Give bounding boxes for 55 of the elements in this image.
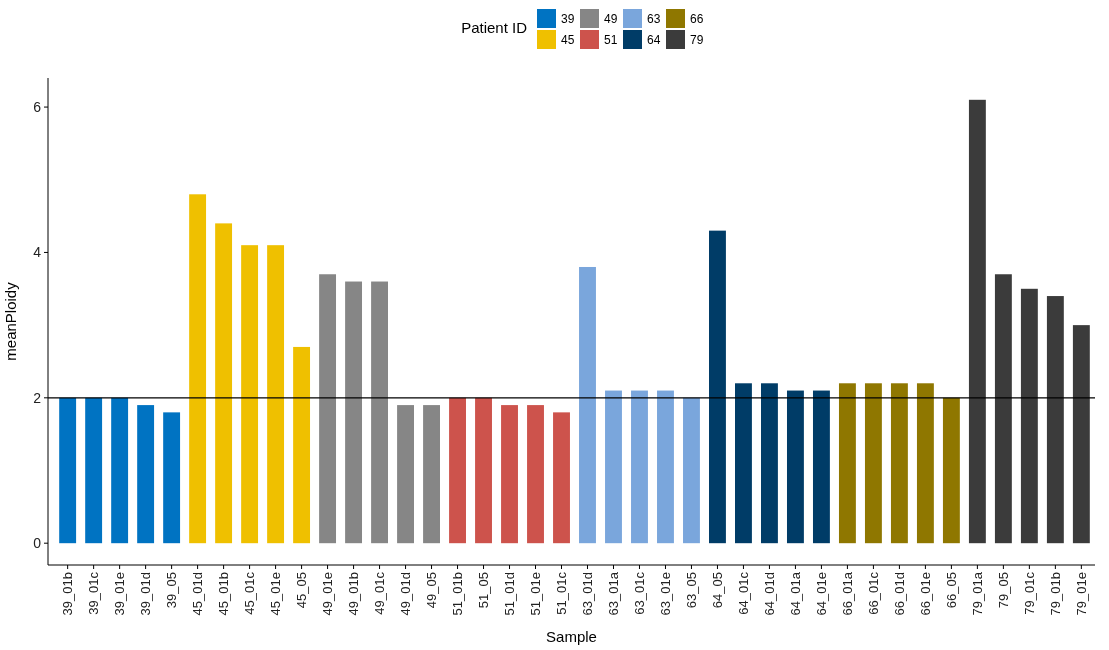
x-tick-label: 45_01e <box>268 572 284 616</box>
x-tick-label: 79_01c <box>1021 571 1037 615</box>
x-tick-label: 51_01b <box>450 572 466 616</box>
legend-label: 51 <box>604 33 618 48</box>
x-tick-label: 64_05 <box>710 572 726 609</box>
y-axis-title: meanPloidy <box>2 281 19 361</box>
y-tick-label: 2 <box>33 389 42 406</box>
legend-title: Patient ID <box>461 19 528 36</box>
x-tick-label: 66_01e <box>917 572 933 616</box>
x-tick-label: 51_01e <box>528 572 544 616</box>
x-tick-label: 66_01d <box>891 572 907 616</box>
legend-label: 66 <box>690 12 704 27</box>
x-tick-label: 64_01d <box>761 572 777 616</box>
x-tick-label: 63_01e <box>658 572 674 616</box>
x-tick-label: 45_01d <box>190 572 206 616</box>
x-tick-label: 79_01e <box>1073 572 1089 616</box>
x-tick-label: 39_05 <box>164 572 180 609</box>
x-tick-label: 64_01a <box>787 571 803 616</box>
x-tick-label: 39_01e <box>112 572 128 616</box>
x-tick-label: 63_01d <box>580 572 596 616</box>
legend-label: 49 <box>604 12 618 27</box>
x-tick-label: 51_01c <box>554 571 570 615</box>
x-tick-label: 51_01d <box>502 572 518 616</box>
y-tick-label: 0 <box>33 535 42 552</box>
x-tick-label: 64_01c <box>736 571 751 615</box>
x-tick-label: 63_05 <box>684 572 700 609</box>
x-tick-label: 66_05 <box>943 572 959 609</box>
y-tick-label: 4 <box>33 244 42 261</box>
x-tick-label: 45_01b <box>216 572 232 616</box>
x-tick-label: 45_01c <box>242 571 258 615</box>
x-tick-label: 49_01d <box>398 572 414 616</box>
y-tick-label: 6 <box>33 98 42 115</box>
x-tick-label: 39_01d <box>138 572 154 616</box>
x-tick-label: 63_01c <box>632 571 648 615</box>
x-tick-label: 79_01a <box>969 571 985 616</box>
legend-label: 64 <box>647 33 661 48</box>
legend-label: 79 <box>690 33 704 48</box>
x-tick-label: 45_05 <box>294 572 310 609</box>
legend-label: 45 <box>561 33 575 48</box>
x-tick-label: 66_01c <box>865 571 881 615</box>
x-tick-label: 79_01b <box>1047 572 1063 616</box>
x-tick-label: 51_05 <box>476 572 492 609</box>
x-tick-label: 49_01e <box>320 572 336 616</box>
legend-label: 63 <box>647 12 661 27</box>
x-tick-label: 49_05 <box>424 572 440 609</box>
x-tick-label: 39_01c <box>86 571 102 615</box>
x-tick-label: 64_01e <box>813 572 829 616</box>
x-tick-label: 49_01c <box>372 571 388 615</box>
x-tick-label: 63_01a <box>606 571 622 616</box>
x-tick-label: 79_05 <box>995 572 1011 609</box>
x-tick-label: 49_01b <box>346 572 362 616</box>
legend-label: 39 <box>561 12 575 27</box>
x-tick-label: 39_01b <box>60 572 76 616</box>
x-tick-label: 66_01a <box>839 571 855 616</box>
x-axis-title: Sample <box>546 628 597 645</box>
